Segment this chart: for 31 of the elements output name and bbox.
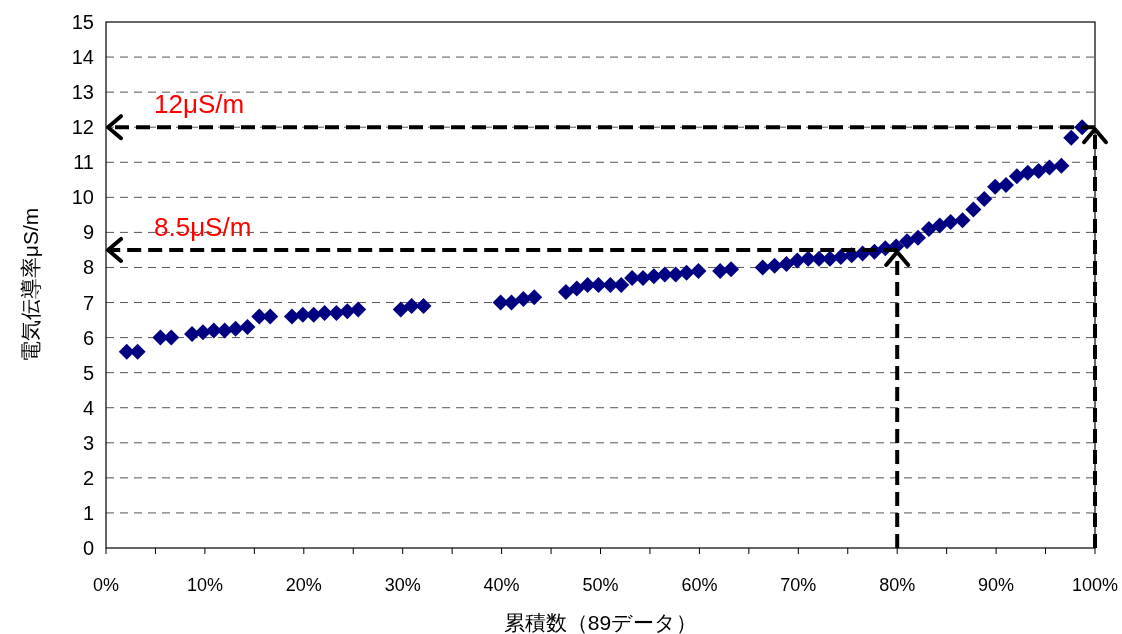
x-tick-label: 50%: [582, 575, 619, 595]
x-tick-label: 20%: [285, 575, 322, 595]
y-tick-label: 4: [82, 396, 94, 419]
x-tick-label: 70%: [780, 575, 817, 595]
y-tick-label: 7: [82, 291, 94, 314]
y-tick-label: 14: [71, 46, 94, 69]
y-tick-label: 6: [82, 326, 94, 349]
x-tick-label: 80%: [879, 575, 916, 595]
y-tick-label: 9: [82, 221, 94, 244]
y-axis-title: 電気伝導率μS/m: [19, 207, 42, 363]
y-tick-label: 5: [82, 361, 94, 384]
y-tick-label: 12: [71, 116, 94, 139]
y-tick-label: 15: [71, 11, 94, 33]
x-tick-label: 10%: [186, 575, 223, 595]
y-tick-label: 8: [82, 256, 94, 279]
x-tick-label: 30%: [384, 575, 421, 595]
ref-line-label: 12μS/m: [154, 89, 245, 120]
y-tick-label: 10: [71, 186, 94, 209]
ref-line-label: 8.5μS/m: [154, 211, 252, 242]
y-tick-label: 13: [71, 81, 94, 104]
y-tick-label: 3: [82, 431, 94, 454]
y-tick-label: 11: [73, 151, 94, 174]
x-axis-title: 累積数（89データ）: [503, 611, 698, 634]
x-tick-label: 100%: [1071, 575, 1119, 595]
x-tick-label: 40%: [483, 575, 520, 595]
x-tick-label: 90%: [978, 575, 1015, 595]
y-tick-label: 2: [82, 466, 94, 489]
y-tick-label: 0: [82, 537, 94, 559]
x-tick-label: 60%: [681, 575, 718, 595]
y-tick-label: 1: [82, 501, 94, 524]
x-tick-label: 0%: [92, 575, 120, 595]
